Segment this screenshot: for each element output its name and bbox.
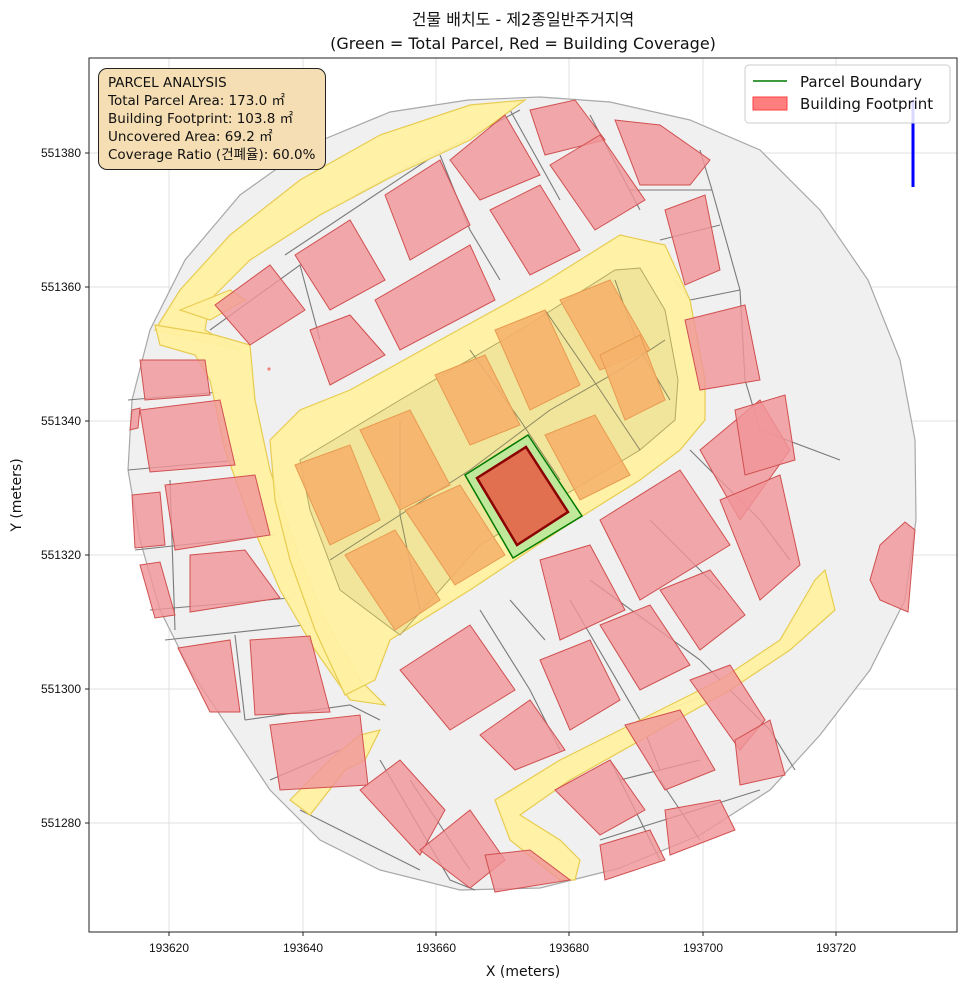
y-tick-labels: 551280 551300 551320 551340 551360 55138… [41,146,81,830]
x-tick-label: 193660 [416,941,456,955]
tick-marks [85,152,837,936]
building-footprint [359,759,446,856]
x-tick-label: 193720 [816,941,856,955]
uncovered-area: Uncovered Area: 69.2 ㎡ [108,129,273,145]
building-footprint [384,159,471,261]
building-footprint [529,99,606,156]
building-footprint [599,829,666,881]
y-tick-label: 551320 [41,548,81,562]
target-building-footprint [475,445,570,547]
building-footprint [734,394,796,476]
building-footprint [164,474,271,551]
building-footprint [177,639,241,713]
building-footprint [309,314,386,386]
parcel-line [234,634,246,721]
building-footprint [344,529,441,631]
figure-title-line-1: 건물 배치도 - 제2종일반주거지역 [412,10,635,29]
y-tick-label: 551300 [41,682,81,696]
building-footprint [139,399,236,473]
legend-parcel-boundary-label: Parcel Boundary [800,73,922,91]
building-footprint [734,719,786,786]
building-footprint [719,474,801,601]
building-footprint [684,304,761,391]
building-footprint [249,635,331,716]
y-tick-label: 551280 [41,816,81,830]
building-footprint [664,194,721,286]
building-footprint [434,354,521,446]
building-footprint [269,714,369,791]
building-footprint [544,414,631,501]
building-footprint [599,604,691,691]
building-footprint [549,134,646,231]
x-tick-label: 193620 [149,941,189,955]
block-line [544,309,641,451]
building-footprint [374,244,496,351]
parcel-analysis-box: PARCEL ANALYSIS Total Parcel Area: 173.0… [98,68,326,170]
parcel-line [299,809,421,871]
x-tick-label: 193680 [549,941,589,955]
y-tick-label: 551360 [41,280,81,294]
building-footprint [489,184,581,276]
building-footprint [139,561,176,619]
y-tick-label: 551340 [41,414,81,428]
y-axis-label: Y (meters) [9,458,25,532]
road-north-arc [154,99,528,351]
building-footprint [539,639,621,731]
total-parcel-area: Total Parcel Area: 173.0 ㎡ [108,93,285,109]
legend-building-footprint-swatch [752,96,788,111]
legend-building-footprint-label: Building Footprint [800,95,933,113]
building-footprint [131,491,166,549]
building-footprint [614,119,711,186]
building-footprint [554,759,646,836]
plot-frame [88,57,958,933]
building-footprint [399,624,516,731]
parcel-line [244,704,381,721]
coverage-ratio: Coverage Ratio (건폐율): 60.0% [108,147,316,163]
x-tick-label: 193700 [683,941,723,955]
building-footprint [189,549,281,613]
building-footprint-area: Building Footprint: 103.8 ㎡ [108,111,294,127]
building-footprint [869,521,916,613]
building-footprint [484,849,572,893]
small-marker [267,367,271,371]
building-footprint [129,407,141,431]
building-footprint [359,409,451,511]
building-footprint [689,664,766,751]
block-buildings [294,279,666,631]
figure-title-line-2: (Green = Total Parcel, Red = Building Co… [330,34,716,53]
building-footprint [664,799,736,856]
y-tick-label: 551380 [41,146,81,160]
parcel-line [439,154,501,281]
parcel-line [509,599,546,641]
building-footprint [449,114,541,201]
building-footprint [539,544,626,641]
x-tick-labels: 193620 193640 193660 193680 193700 19372… [149,941,856,955]
building-footprint [479,699,566,771]
parcel-analysis-heading: PARCEL ANALYSIS [108,75,227,91]
legend-frame [744,64,951,124]
building-footprint [294,444,381,546]
legend: Parcel Boundary Building Footprint [744,64,951,124]
x-axis-label: X (meters) [486,964,560,980]
building-footprint [139,359,211,401]
building-footprint [494,309,581,411]
building-footprint [599,334,666,421]
parcel-line [164,624,306,641]
neighbour-buildings [129,99,916,893]
building-footprint [294,219,386,311]
building-footprint [214,264,306,346]
plot-area [88,57,958,933]
building-footprint [659,569,746,651]
x-tick-label: 193640 [283,941,323,955]
building-footprint [404,484,506,586]
parcel-line [509,109,561,201]
building-footprint [599,469,731,601]
building-footprint [624,709,716,791]
